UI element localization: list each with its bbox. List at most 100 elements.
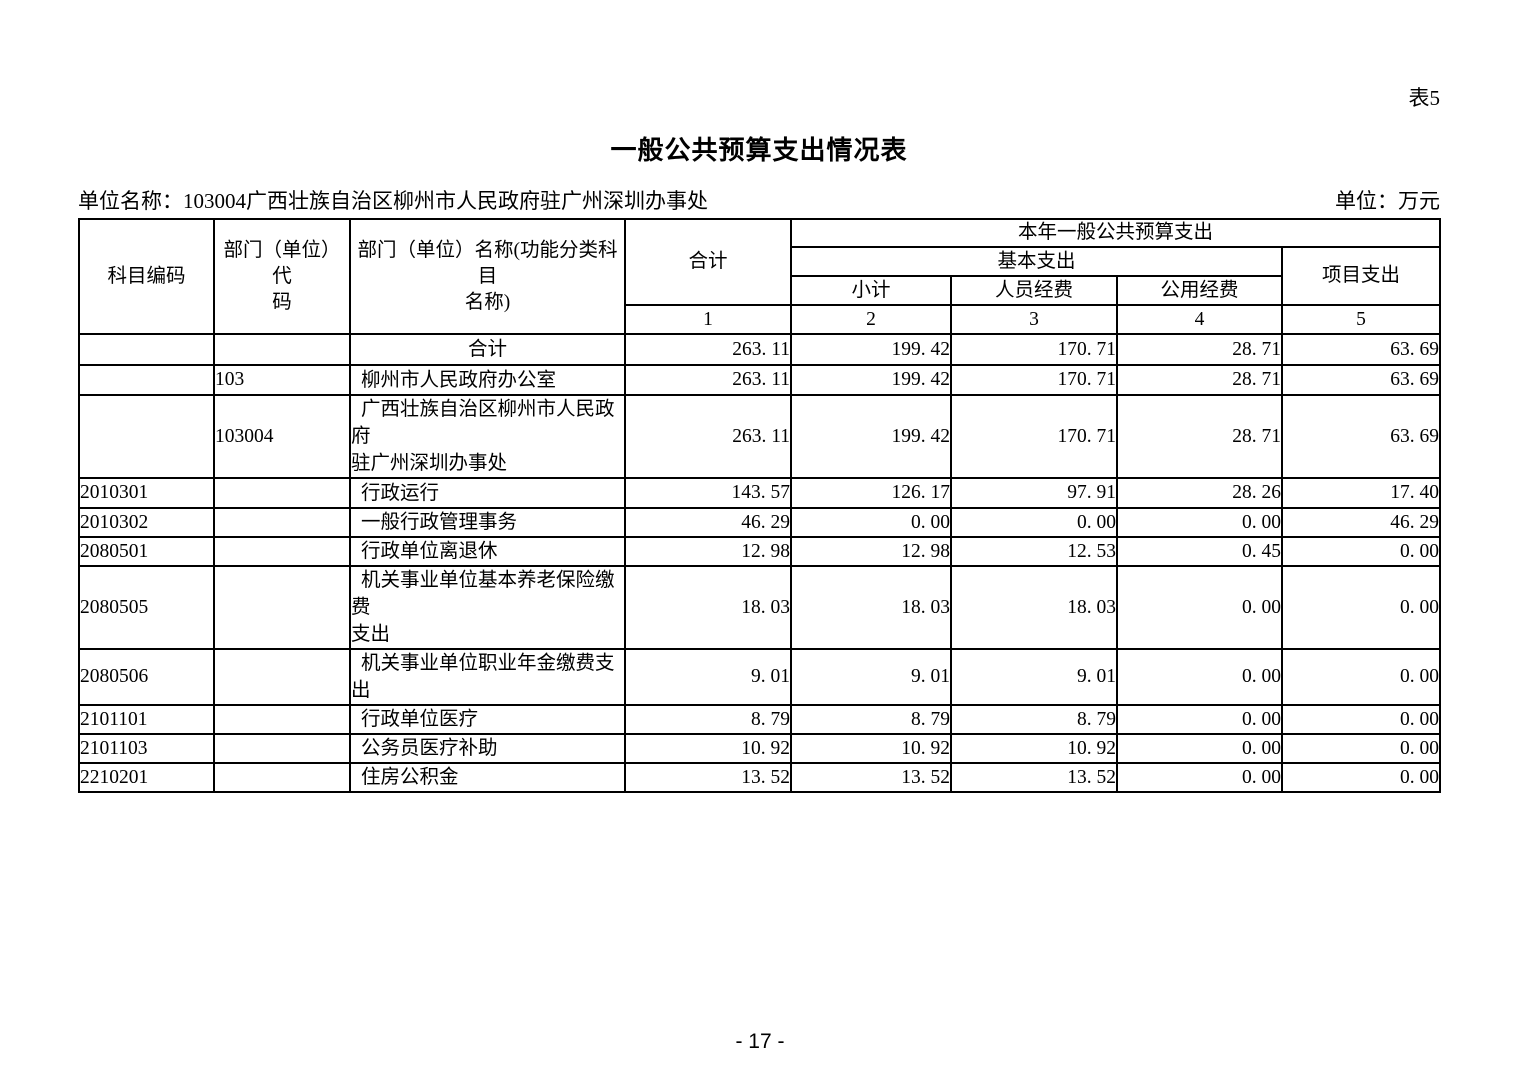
project-cell: 0. 00 [1280, 733, 1442, 764]
name-cell: 机关事业单位基本养老保险缴费 支出 [349, 565, 626, 650]
public-funds-cell: 28. 71 [1116, 364, 1283, 396]
public-funds-cell: 0. 00 [1116, 762, 1283, 793]
subject-code-cell: 2080505 [78, 565, 215, 650]
dept-code-cell [213, 704, 351, 735]
table-row: 2080505 机关事业单位基本养老保险缴费 支出 18. 03 18. 03 … [78, 565, 1442, 650]
unit-name-label: 单位名称：103004广西壮族自治区柳州市人民政府驻广州深圳办事处 [78, 189, 708, 213]
name-cell: 行政单位离退休 [349, 536, 626, 567]
total-cell: 9. 01 [624, 648, 792, 706]
project-cell: 63. 69 [1280, 333, 1442, 366]
personnel-cell: 9. 01 [950, 648, 1118, 706]
project-cell: 0. 00 [1280, 704, 1442, 735]
header-public-funds: 公用经费 [1116, 275, 1283, 306]
subject-code-cell: 2101101 [78, 704, 215, 735]
header-dept-name: 部门（单位）名称(功能分类科目 名称) [349, 218, 626, 335]
total-cell: 18. 03 [624, 565, 792, 650]
public-funds-cell: 0. 00 [1116, 507, 1283, 538]
name-cell: 机关事业单位职业年金缴费支出 [349, 648, 626, 706]
subtotal-cell: 126. 17 [790, 477, 952, 509]
subject-code-cell [78, 364, 215, 396]
subject-code-cell: 2010301 [78, 477, 215, 509]
public-funds-cell: 0. 45 [1116, 536, 1283, 567]
public-funds-cell: 0. 00 [1116, 648, 1283, 706]
subtotal-cell: 199. 42 [790, 394, 952, 479]
info-row: 单位名称：103004广西壮族自治区柳州市人民政府驻广州深圳办事处 单位：万元 [78, 188, 1440, 214]
personnel-cell: 170. 71 [950, 394, 1118, 479]
col-num-1: 1 [624, 304, 792, 335]
total-cell: 10. 92 [624, 733, 792, 764]
subtotal-cell: 9. 01 [790, 648, 952, 706]
subject-code-cell: 2210201 [78, 762, 215, 793]
project-cell: 0. 00 [1280, 762, 1442, 793]
subject-code-cell: 2010302 [78, 507, 215, 538]
dept-code-cell [213, 762, 351, 793]
total-cell: 13. 52 [624, 762, 792, 793]
name-cell: 住房公积金 [349, 762, 626, 793]
col-num-5: 5 [1280, 304, 1442, 335]
public-funds-cell: 0. 00 [1116, 733, 1283, 764]
personnel-cell: 0. 00 [950, 507, 1118, 538]
header-project: 项目支出 [1280, 246, 1442, 306]
header-dept-code: 部门（单位）代 码 [213, 218, 351, 335]
header-row-3: 小计 人员经费 公用经费 [79, 275, 1440, 306]
page-number: - 17 - [735, 1030, 785, 1053]
header-subject-code: 科目编码 [78, 218, 215, 335]
subject-code-cell [78, 333, 215, 366]
subtotal-cell: 199. 42 [790, 333, 952, 366]
name-cell: 公务员医疗补助 [349, 733, 626, 764]
personnel-cell: 18. 03 [950, 565, 1118, 650]
public-funds-cell: 28. 71 [1116, 333, 1283, 366]
table-row: 合计 263. 11 199. 42 170. 71 28. 71 63. 69 [78, 333, 1442, 366]
header-subtotal: 小计 [790, 275, 952, 306]
subtotal-cell: 0. 00 [790, 507, 952, 538]
col-num-4: 4 [1116, 304, 1283, 335]
name-cell: 行政运行 [349, 477, 626, 509]
table-row: 2010301 行政运行 143. 57 126. 17 97. 91 28. … [78, 477, 1442, 509]
project-cell: 17. 40 [1280, 477, 1442, 509]
dept-code-cell [213, 536, 351, 567]
public-funds-cell: 0. 00 [1116, 704, 1283, 735]
total-cell: 143. 57 [624, 477, 792, 509]
project-cell: 0. 00 [1280, 648, 1442, 706]
subtotal-cell: 13. 52 [790, 762, 952, 793]
subtotal-cell: 8. 79 [790, 704, 952, 735]
dept-code-cell [213, 333, 351, 366]
name-cell: 行政单位医疗 [349, 704, 626, 735]
table-row: 103 柳州市人民政府办公室 263. 11 199. 42 170. 71 2… [78, 364, 1442, 396]
project-cell: 0. 00 [1280, 536, 1442, 567]
header-basic: 基本支出 [790, 246, 1283, 277]
column-number-row: 1 2 3 4 5 [79, 304, 1442, 335]
project-cell: 0. 00 [1280, 565, 1442, 650]
dept-code-cell [213, 733, 351, 764]
name-cell: 合计 [349, 333, 626, 366]
personnel-cell: 97. 91 [950, 477, 1118, 509]
total-cell: 263. 11 [624, 333, 792, 366]
public-funds-cell: 28. 26 [1116, 477, 1283, 509]
personnel-cell: 10. 92 [950, 733, 1118, 764]
table-row: 2101101 行政单位医疗 8. 79 8. 79 8. 79 0. 00 0… [78, 704, 1442, 735]
total-cell: 263. 11 [624, 394, 792, 479]
name-cell: 柳州市人民政府办公室 [349, 364, 626, 396]
subject-code-cell: 2080506 [78, 648, 215, 706]
table-row: 2210201 住房公积金 13. 52 13. 52 13. 52 0. 00… [78, 762, 1442, 793]
dept-code-cell: 103 [213, 364, 351, 396]
personnel-cell: 13. 52 [950, 762, 1118, 793]
name-cell: 广西壮族自治区柳州市人民政府 驻广州深圳办事处 [349, 394, 626, 479]
subtotal-cell: 199. 42 [790, 364, 952, 396]
subject-code-cell: 2080501 [78, 536, 215, 567]
subject-code-cell [78, 394, 215, 479]
table-row: 103004 广西壮族自治区柳州市人民政府 驻广州深圳办事处 263. 11 1… [78, 394, 1442, 479]
project-cell: 63. 69 [1280, 364, 1442, 396]
dept-code-cell [213, 477, 351, 509]
personnel-cell: 170. 71 [950, 333, 1118, 366]
public-funds-cell: 0. 00 [1116, 565, 1283, 650]
name-cell: 一般行政管理事务 [349, 507, 626, 538]
dept-code-cell [213, 507, 351, 538]
subtotal-cell: 12. 98 [790, 536, 952, 567]
col-num-2: 2 [790, 304, 952, 335]
public-funds-cell: 28. 71 [1116, 394, 1283, 479]
personnel-cell: 170. 71 [950, 364, 1118, 396]
personnel-cell: 12. 53 [950, 536, 1118, 567]
table-row: 2010302 一般行政管理事务 46. 29 0. 00 0. 00 0. 0… [78, 507, 1442, 538]
